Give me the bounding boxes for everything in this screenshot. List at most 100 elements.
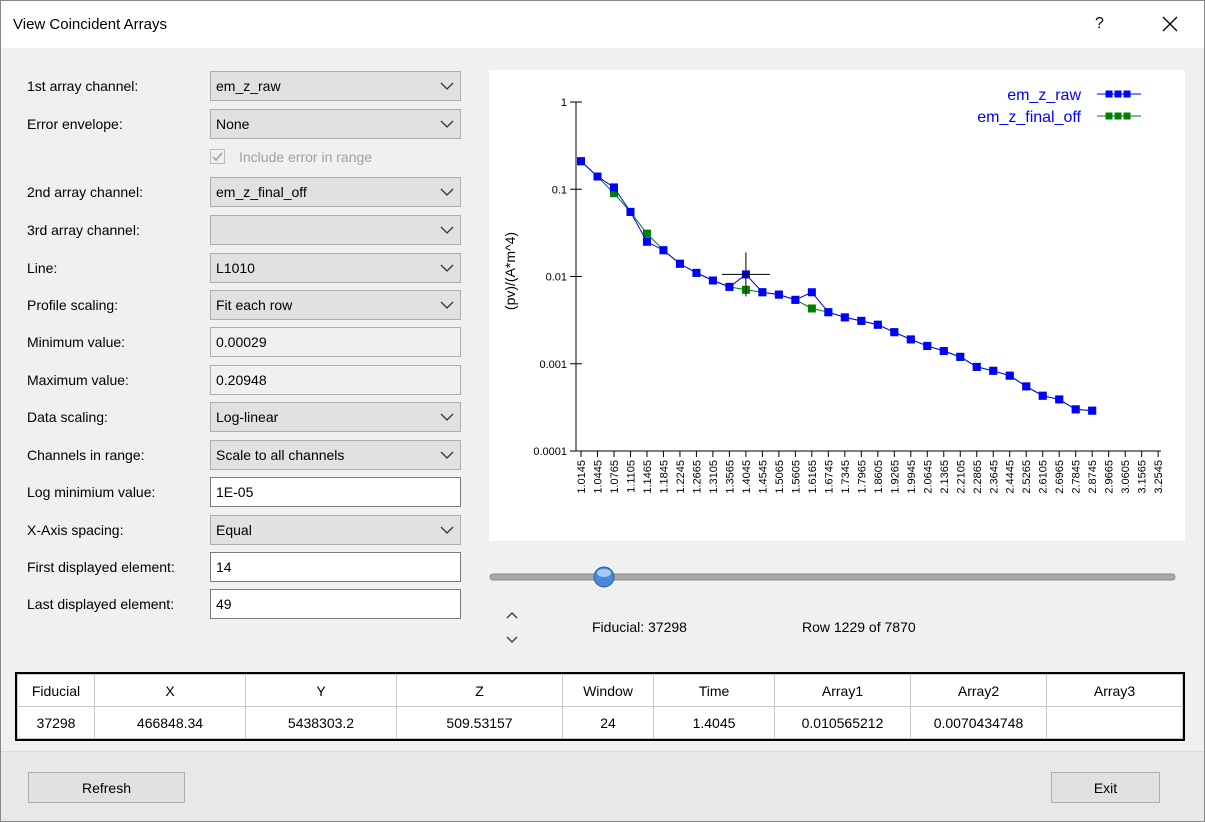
x-tick-label: 1.1465 xyxy=(642,460,654,494)
row-status: Row 1229 of 7870 xyxy=(802,619,916,635)
exit-button[interactable]: Exit xyxy=(1051,772,1160,803)
refresh-button[interactable]: Refresh xyxy=(28,772,185,803)
legend-label: em_z_raw xyxy=(1007,87,1081,104)
table-header-cell: Time xyxy=(653,674,775,707)
field-label: 1st array channel: xyxy=(27,78,139,94)
fiducial-status: Fiducial: 37298 xyxy=(592,619,687,635)
data-point xyxy=(956,352,965,361)
dropdown-field[interactable]: Scale to all channels xyxy=(210,440,461,470)
chevron xyxy=(440,264,454,272)
data-point xyxy=(1038,391,1047,400)
y-axis-label: (pv)/(A*m^4) xyxy=(502,232,518,310)
data-point xyxy=(692,268,701,277)
x-tick-label: 1.0145 xyxy=(576,460,588,494)
x-tick-label: 1.4545 xyxy=(757,460,769,494)
data-point xyxy=(1088,406,1097,415)
dropdown-arrow xyxy=(440,526,454,534)
dropdown-arrow xyxy=(440,188,454,196)
dropdown-field[interactable]: em_z_final_off xyxy=(210,177,461,207)
table-cell: 0.0070434748 xyxy=(910,706,1047,739)
field-value: 0.00029 xyxy=(216,334,267,350)
chevron xyxy=(440,301,454,309)
row-spin-buttons[interactable] xyxy=(501,605,523,649)
dropdown-arrow xyxy=(440,413,454,421)
row-slider[interactable] xyxy=(487,563,1179,593)
checkbox-check xyxy=(212,152,223,162)
text-field[interactable]: 1E-05 xyxy=(210,477,461,507)
x-tick-label: 2.6105 xyxy=(1038,460,1050,494)
data-point xyxy=(923,341,932,350)
button-bar xyxy=(1,751,1204,821)
x-tick-label: 1.5065 xyxy=(774,460,786,494)
field-value: Fit each row xyxy=(216,297,293,313)
y-tick-label: 0.01 xyxy=(546,272,567,284)
text-field[interactable]: 14 xyxy=(210,552,461,582)
field-value: em_z_final_off xyxy=(216,184,307,200)
y-tick-label: 0.001 xyxy=(539,359,567,371)
table-cell: 37298 xyxy=(17,706,95,739)
data-point xyxy=(791,295,800,304)
data-point xyxy=(774,290,783,299)
field-label: Minimum value: xyxy=(27,334,126,350)
chevron xyxy=(440,226,454,234)
field-value: L1010 xyxy=(216,260,255,276)
field-label: Channels in range: xyxy=(27,447,145,463)
field-value: Equal xyxy=(216,522,252,538)
table-cell: 5438303.2 xyxy=(245,706,397,739)
data-point xyxy=(609,189,618,198)
dropdown-field[interactable] xyxy=(210,215,461,245)
x-tick-label: 1.3105 xyxy=(708,460,720,494)
table-header-cell: Fiducial xyxy=(17,674,95,707)
close-button[interactable] xyxy=(1155,9,1185,39)
readonly-field: 0.20948 xyxy=(210,365,461,395)
x-tick-label: 1.7965 xyxy=(856,460,868,494)
field-value: 14 xyxy=(216,559,232,575)
legend-marker xyxy=(1105,90,1113,98)
dropdown-field[interactable]: Equal xyxy=(210,515,461,545)
table-header-cell: Z xyxy=(396,674,563,707)
x-tick-label: 2.3645 xyxy=(988,460,1000,494)
field-value: Log-linear xyxy=(216,409,279,425)
dropdown-arrow xyxy=(440,451,454,459)
dropdown-field[interactable]: Log-linear xyxy=(210,402,461,432)
data-point xyxy=(807,304,816,313)
legend-marker xyxy=(1123,112,1131,120)
field-label: Error envelope: xyxy=(27,116,123,132)
chart: (pv)/(A*m^4) 1 0.1 0.01 0.001 0.0001 1.0145 1.… xyxy=(489,70,1185,541)
data-point xyxy=(642,229,651,238)
table-header-cell: X xyxy=(94,674,246,707)
table-header-cell: Array3 xyxy=(1046,674,1183,707)
table-header-cell: Y xyxy=(245,674,397,707)
x-tick-label: 2.7845 xyxy=(1071,460,1083,494)
window-title: View Coincident Arrays xyxy=(13,16,167,33)
field-label: Log minimium value: xyxy=(27,484,156,500)
x-tick-label: 2.8745 xyxy=(1087,460,1099,494)
data-point xyxy=(1071,405,1080,414)
dropdown-field[interactable]: Fit each row xyxy=(210,290,461,320)
table-cell: 24 xyxy=(562,706,654,739)
x-tick-label: 1.4045 xyxy=(741,460,753,494)
data-point xyxy=(609,183,618,192)
field-value: em_z_raw xyxy=(216,78,281,94)
y-tick-label: 0.0001 xyxy=(533,446,567,458)
dropdown-field[interactable]: None xyxy=(210,109,461,139)
data-point xyxy=(857,316,866,325)
data-point xyxy=(840,313,849,322)
text-field[interactable]: 49 xyxy=(210,589,461,619)
dropdown-arrow xyxy=(440,82,454,90)
dropdown-field[interactable]: em_z_raw xyxy=(210,71,461,101)
chevron xyxy=(440,413,454,421)
dropdown-field[interactable]: L1010 xyxy=(210,253,461,283)
table-cell xyxy=(1046,706,1183,739)
field-label: Line: xyxy=(27,260,58,276)
x-tick-label: 1.1105 xyxy=(625,460,637,493)
table-header-cell: Array2 xyxy=(910,674,1047,707)
table-row: 37298 466848.34 5438303.2 509.53157 24 1.4045… xyxy=(17,706,1183,739)
data-point xyxy=(593,172,602,181)
x-tick-label: 2.2865 xyxy=(972,460,984,494)
x-tick-label: 1.3565 xyxy=(724,460,736,494)
field-value: Scale to all channels xyxy=(216,447,345,463)
data-point xyxy=(725,282,734,291)
help-button[interactable]: ? xyxy=(1095,15,1104,32)
field-label: First displayed element: xyxy=(27,559,175,575)
